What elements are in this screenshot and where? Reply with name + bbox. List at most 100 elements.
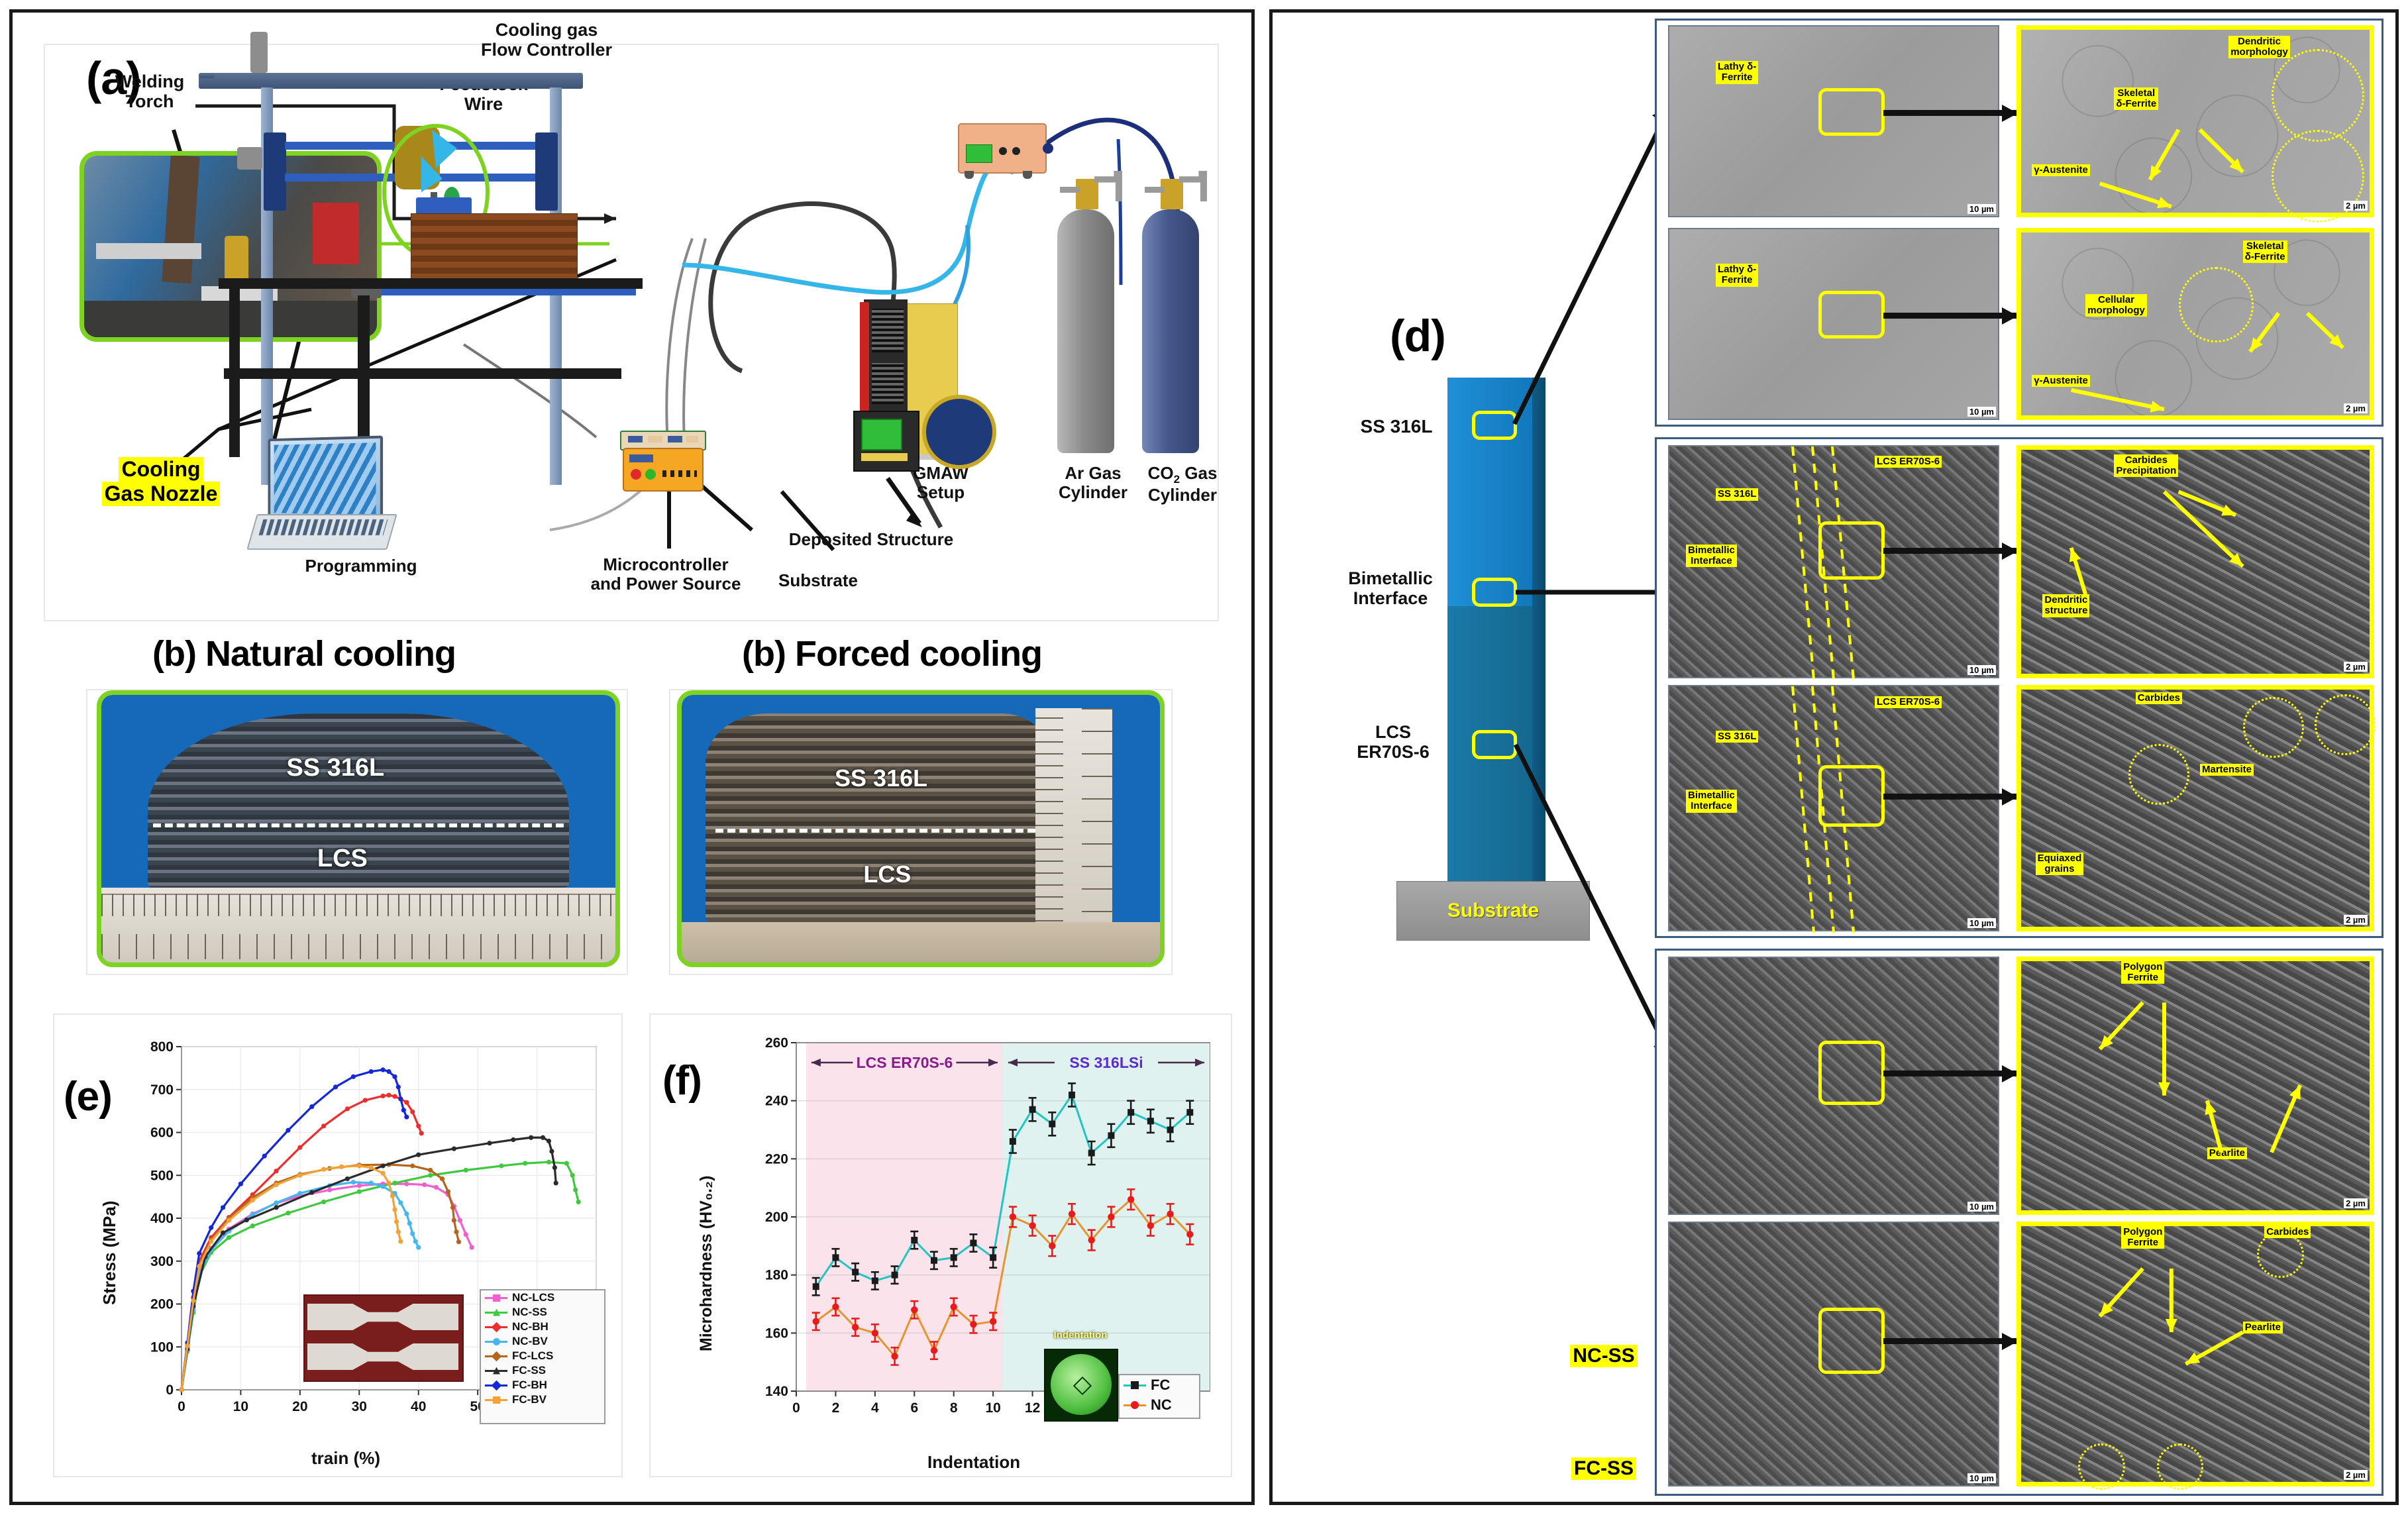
roi-box (1818, 87, 1885, 136)
zoom-arrow-head (2002, 788, 2018, 806)
legend-swatch-nc-lcs (485, 1294, 507, 1302)
wall-interface-label: Bimetallic Interface (1348, 568, 1433, 609)
highlight-circle (2272, 129, 2365, 223)
annotation-right: Equiaxed grains (2035, 852, 2084, 875)
annotation-right: Polygon Ferrite (2121, 961, 2165, 984)
legend-item-fc-bv[interactable]: FC-BV (481, 1392, 604, 1407)
zoom-arrow (1883, 793, 2016, 800)
svg-text:400: 400 (150, 1211, 174, 1226)
legend-swatch-fc-bv (485, 1396, 507, 1404)
chart-f-legend[interactable]: FC NC (1118, 1374, 1200, 1419)
legend-item-fc[interactable]: FC (1120, 1375, 1199, 1395)
svg-text:800: 800 (150, 1039, 174, 1055)
argon-valve (1076, 179, 1098, 209)
zoom-arrow (1883, 547, 2016, 554)
legend-label-nc-bv: NC-BV (512, 1335, 548, 1347)
annotation-left: LCS ER70S-6 (1875, 696, 1942, 709)
svg-text:0: 0 (792, 1400, 800, 1416)
annotation-right: Dendritic morphology (2228, 35, 2290, 59)
argon-cylinder (1057, 209, 1114, 453)
scale-bar-right: 2 µm (2344, 403, 2368, 413)
co2-cylinder (1142, 209, 1199, 453)
microcontroller-board (620, 431, 706, 450)
legend-swatch-nc-bh (485, 1322, 507, 1332)
micrograph-right-fc-lcs: Polygon Ferrite Carbides Pearlite 2 µm (2016, 1222, 2374, 1490)
co2-cylinder-label: CO2 Gas Cylinder (1147, 463, 1218, 505)
micrograph-right-fc-ss: Skeletal δ-Ferrite Cellular morphology γ-Aus… (2016, 228, 2374, 420)
scale-bar-left: 10 µm (1967, 1473, 1996, 1483)
deposited-structure-label: Deposited Structure (788, 529, 954, 549)
fc-top-layer-label: SS 316L (835, 764, 928, 792)
legend-item-nc-bv[interactable]: NC-BV (481, 1334, 604, 1349)
microcontroller-label: Microcontroller and Power Source (590, 554, 741, 594)
highlight-circle (2272, 49, 2365, 142)
micrograph-right-nc-bi: Carbides Precipitation Dendritic structure 2… (2016, 445, 2374, 678)
panel-f-label: (f) (662, 1058, 702, 1104)
nozzle-block (416, 197, 472, 215)
highlight-circle (2257, 1231, 2304, 1279)
svg-text:240: 240 (765, 1094, 788, 1109)
annotation-left: Lathy δ- Ferrite (1716, 61, 1759, 84)
row-label-nc-ss: NC-SS (1547, 1345, 1660, 1368)
micrograph-right-nc-ss: Dendritic morphology Skeletal δ-Ferrite γ-Au… (2016, 25, 2374, 223)
annotation-left: SS 316L (1716, 488, 1759, 501)
annotation-left: LCS ER70S-6 (1875, 456, 1942, 468)
micrograph-right-nc-lcs: Polygon Ferrite Pearlite 2 µm (2016, 957, 2374, 1215)
feedstock-reel (922, 395, 996, 469)
svg-text:12: 12 (1025, 1400, 1040, 1416)
roi-box (1818, 1308, 1885, 1374)
annotation-right: γ-Austenite (2032, 374, 2090, 387)
svg-text:10: 10 (233, 1399, 248, 1414)
roi-box (1818, 521, 1885, 580)
legend-item-fc-lcs[interactable]: FC-LCS (481, 1349, 604, 1363)
highlight-circle (2314, 694, 2376, 756)
wall-ss-label: SS 316L (1360, 416, 1433, 437)
substrate-label: Substrate (778, 570, 858, 590)
legend-swatch-fc-bh (485, 1380, 507, 1390)
svg-text:20: 20 (292, 1399, 307, 1414)
forced-cooling-photo: SS 316L LCS (677, 690, 1165, 967)
scale-bar-right: 2 µm (2344, 201, 2368, 211)
annotation-right: Carbides (2135, 692, 2182, 704)
legend-item-fc-bh[interactable]: FC-BH (481, 1378, 604, 1392)
svg-text:300: 300 (150, 1254, 174, 1269)
chart-e-legend[interactable]: NC-LCS NC-SS NC-BH NC-BV FC-LCS FC-SS FC-BH FC-… (480, 1289, 605, 1424)
zoom-arrow-head (2002, 104, 2018, 122)
nc-top-layer-label: SS 316L (286, 753, 385, 782)
legend-item-nc-lcs[interactable]: NC-LCS (481, 1290, 604, 1305)
welder-panel (853, 411, 919, 472)
svg-text:260: 260 (765, 1035, 788, 1051)
co2-valve (1161, 179, 1183, 209)
roi-box (1818, 765, 1885, 827)
chart-f-ylabel: Microhardness (HV₀.₂) (697, 1175, 715, 1351)
cooling-gas-flow-controller-label: Cooling gas Flow Controller (481, 20, 612, 60)
svg-text:160: 160 (765, 1326, 788, 1341)
legend-label-nc: NC (1151, 1396, 1172, 1413)
legend-item-nc-ss[interactable]: NC-SS (481, 1305, 604, 1320)
scale-bar-right: 2 µm (2344, 662, 2368, 672)
annotation-right: Cellular morphology (2085, 293, 2147, 317)
power-source (623, 448, 704, 492)
chart-f-xlabel: Indentation (927, 1452, 1021, 1472)
annotation-right: γ-Austenite (2032, 164, 2090, 177)
fc-bottom-layer-label: LCS (863, 861, 912, 888)
annotation-left: Lathy δ- Ferrite (1716, 264, 1759, 287)
micrograph-left-fc-ss: Lathy δ- Ferrite 10 µm (1668, 228, 1999, 420)
svg-text:LCS ER70S-6: LCS ER70S-6 (857, 1054, 953, 1071)
laptop-screen (268, 435, 384, 523)
zoom-arrow-head (2002, 307, 2018, 325)
roi-box-bi (1472, 578, 1517, 607)
ar-cylinder-label: Ar Gas Cylinder (1058, 463, 1128, 503)
micrograph-right-fc-bi: Carbides Martensite Equiaxed grains 2 µm (2016, 685, 2376, 931)
zoom-arrow-head (2002, 1065, 2018, 1082)
legend-swatch-fc-ss (485, 1367, 507, 1375)
legend-item-fc-ss[interactable]: FC-SS (481, 1363, 604, 1378)
legend-item-nc[interactable]: NC (1120, 1395, 1199, 1415)
legend-swatch-nc (1124, 1400, 1146, 1409)
svg-text:40: 40 (411, 1399, 426, 1414)
svg-text:SS 316LSi: SS 316LSi (1069, 1054, 1143, 1071)
micrograph-left-nc-ss: Lathy δ- Ferrite 10 µm (1668, 25, 1999, 217)
legend-label-fc-lcs: FC-LCS (512, 1349, 554, 1362)
legend-label-fc-ss: FC-SS (512, 1364, 546, 1377)
legend-item-nc-bh[interactable]: NC-BH (481, 1320, 604, 1334)
